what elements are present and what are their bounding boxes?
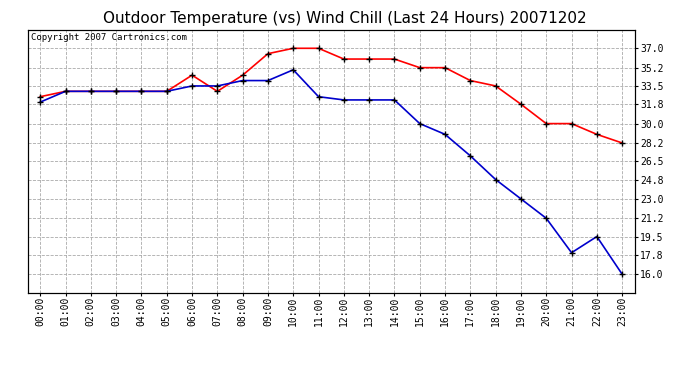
Text: Outdoor Temperature (vs) Wind Chill (Last 24 Hours) 20071202: Outdoor Temperature (vs) Wind Chill (Las…: [104, 11, 586, 26]
Text: Copyright 2007 Cartronics.com: Copyright 2007 Cartronics.com: [30, 33, 186, 42]
